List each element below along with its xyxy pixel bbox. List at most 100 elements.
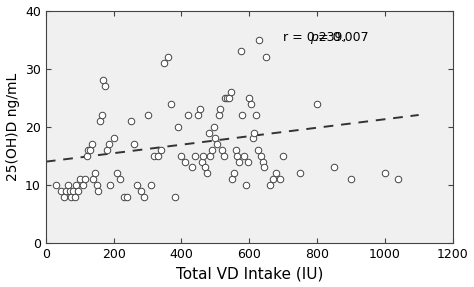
Point bbox=[157, 148, 165, 152]
Point bbox=[93, 183, 100, 187]
Point bbox=[100, 78, 107, 83]
Point bbox=[273, 171, 280, 176]
Point bbox=[90, 177, 97, 181]
Point bbox=[96, 119, 104, 123]
Point bbox=[86, 148, 94, 152]
Point bbox=[235, 159, 243, 164]
Point bbox=[84, 148, 92, 152]
Point bbox=[167, 101, 175, 106]
Point bbox=[196, 107, 204, 112]
Point bbox=[276, 177, 283, 181]
Point bbox=[219, 148, 226, 152]
Point bbox=[232, 148, 239, 152]
Point bbox=[184, 113, 192, 117]
Point bbox=[225, 96, 233, 100]
Point bbox=[144, 113, 151, 117]
Point bbox=[240, 154, 248, 158]
Point bbox=[154, 154, 162, 158]
Point bbox=[63, 189, 70, 193]
Point bbox=[113, 171, 121, 176]
Point bbox=[151, 154, 158, 158]
Point bbox=[105, 142, 112, 147]
Point bbox=[164, 55, 172, 59]
Point bbox=[95, 189, 102, 193]
Point bbox=[330, 165, 338, 170]
Point bbox=[252, 113, 260, 117]
Point bbox=[52, 183, 60, 187]
Point bbox=[83, 154, 91, 158]
Point bbox=[171, 194, 178, 199]
Point bbox=[64, 183, 72, 187]
Point bbox=[201, 165, 209, 170]
Point bbox=[246, 96, 253, 100]
Point bbox=[66, 189, 73, 193]
Point bbox=[250, 130, 258, 135]
Point bbox=[213, 142, 221, 147]
Point bbox=[242, 183, 250, 187]
Y-axis label: 25(OH)D ng/mL: 25(OH)D ng/mL bbox=[6, 73, 19, 181]
Point bbox=[181, 159, 189, 164]
Point bbox=[140, 194, 148, 199]
Point bbox=[117, 177, 124, 181]
Point bbox=[71, 194, 79, 199]
Point bbox=[220, 154, 228, 158]
Point bbox=[244, 159, 251, 164]
Point bbox=[73, 183, 80, 187]
X-axis label: Total VD Intake (IU): Total VD Intake (IU) bbox=[175, 266, 323, 282]
Point bbox=[69, 189, 77, 193]
Point bbox=[228, 177, 236, 181]
Point bbox=[313, 101, 321, 106]
Point bbox=[61, 194, 68, 199]
Point bbox=[238, 113, 246, 117]
Point bbox=[134, 183, 141, 187]
Point bbox=[79, 183, 87, 187]
Point bbox=[203, 171, 210, 176]
Point bbox=[257, 154, 265, 158]
Point bbox=[194, 113, 202, 117]
Point bbox=[381, 171, 389, 176]
Point bbox=[208, 148, 216, 152]
Point bbox=[263, 55, 270, 59]
Point bbox=[255, 37, 263, 42]
Point bbox=[234, 154, 241, 158]
Point bbox=[223, 96, 231, 100]
Point bbox=[296, 171, 304, 176]
Point bbox=[174, 125, 182, 129]
Point bbox=[57, 189, 65, 193]
Point bbox=[161, 61, 168, 65]
Point bbox=[91, 171, 99, 176]
Point bbox=[110, 136, 118, 141]
Point bbox=[178, 154, 185, 158]
Point bbox=[88, 142, 95, 147]
Point bbox=[394, 177, 402, 181]
Point bbox=[191, 154, 199, 158]
Point bbox=[137, 189, 145, 193]
Point bbox=[259, 159, 266, 164]
Point bbox=[269, 177, 277, 181]
Point bbox=[215, 113, 222, 117]
Point bbox=[230, 171, 238, 176]
Point bbox=[127, 119, 134, 123]
Point bbox=[67, 194, 75, 199]
Point bbox=[188, 165, 195, 170]
Point bbox=[249, 136, 256, 141]
Point bbox=[210, 125, 218, 129]
Point bbox=[347, 177, 355, 181]
Point bbox=[217, 107, 224, 112]
Point bbox=[101, 84, 109, 88]
Point bbox=[200, 154, 207, 158]
Point bbox=[247, 101, 255, 106]
Point bbox=[254, 148, 262, 152]
Text: r = 0.239,: r = 0.239, bbox=[283, 31, 350, 44]
Text: p: p bbox=[310, 31, 318, 44]
Point bbox=[261, 165, 268, 170]
Point bbox=[120, 194, 128, 199]
Text: = 0.007: = 0.007 bbox=[314, 31, 368, 44]
Point bbox=[123, 194, 131, 199]
Point bbox=[222, 96, 229, 100]
Point bbox=[198, 159, 206, 164]
Point bbox=[266, 183, 273, 187]
Point bbox=[279, 154, 287, 158]
Point bbox=[207, 154, 214, 158]
Point bbox=[107, 183, 114, 187]
